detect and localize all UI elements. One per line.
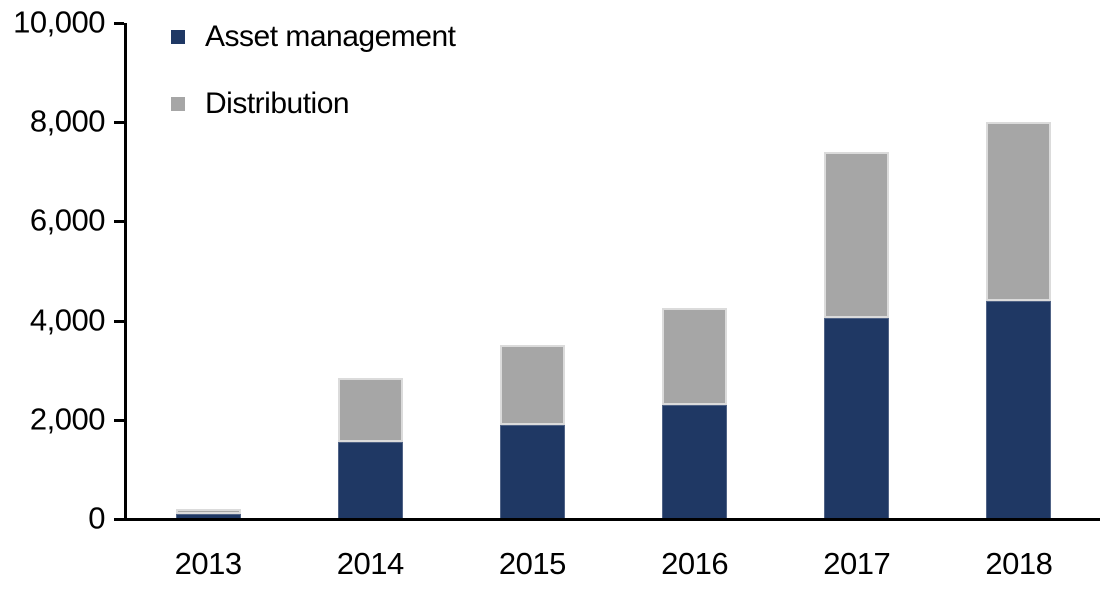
y-tick-label: 6,000 bbox=[29, 202, 106, 238]
y-axis-tick bbox=[114, 319, 124, 323]
bar-2016 bbox=[662, 308, 728, 519]
bar-2018 bbox=[986, 122, 1052, 519]
legend-swatch-icon bbox=[171, 97, 185, 111]
x-tick-label: 2013 bbox=[174, 546, 242, 581]
bar-segment-asset-management bbox=[175, 514, 241, 519]
legend-label: Asset management bbox=[205, 20, 456, 53]
y-tick-label: 2,000 bbox=[29, 401, 106, 437]
chart-legend: Asset management Distribution bbox=[171, 20, 456, 154]
bar-segment-asset-management bbox=[337, 442, 403, 519]
y-axis-line bbox=[124, 23, 127, 521]
y-axis-tick bbox=[114, 121, 124, 125]
x-tick-label: 2017 bbox=[823, 546, 891, 581]
bar-segment-distribution bbox=[175, 509, 241, 515]
legend-item-asset-management: Asset management bbox=[171, 20, 456, 54]
y-tick-label: 8,000 bbox=[29, 103, 106, 139]
bar-segment-asset-management bbox=[499, 424, 565, 519]
bar-2014 bbox=[337, 377, 403, 519]
legend-label: Distribution bbox=[205, 87, 350, 120]
x-tick-label: 2016 bbox=[661, 546, 729, 581]
y-axis-tick bbox=[114, 220, 124, 224]
legend-swatch-icon bbox=[171, 30, 185, 44]
x-axis-line bbox=[114, 518, 1100, 521]
y-axis-tick bbox=[114, 22, 124, 25]
bar-segment-distribution bbox=[662, 308, 728, 405]
bar-2017 bbox=[824, 151, 890, 519]
y-tick-label: 0 bbox=[88, 500, 105, 536]
legend-item-distribution: Distribution bbox=[171, 87, 455, 121]
y-axis-tick bbox=[114, 418, 124, 422]
x-tick-label: 2014 bbox=[336, 546, 404, 581]
y-tick-label: 4,000 bbox=[29, 301, 106, 337]
bar-segment-asset-management bbox=[662, 404, 728, 519]
bar-segment-distribution bbox=[499, 345, 565, 425]
bar-2015 bbox=[499, 345, 565, 519]
bar-segment-distribution bbox=[337, 377, 403, 443]
bar-segment-distribution bbox=[824, 151, 890, 319]
bar-2013 bbox=[175, 509, 241, 519]
bar-segment-asset-management bbox=[986, 300, 1052, 519]
x-tick-label: 2018 bbox=[985, 546, 1053, 581]
bar-segment-asset-management bbox=[824, 318, 890, 519]
x-tick-label: 2015 bbox=[498, 546, 566, 581]
bar-segment-distribution bbox=[986, 122, 1052, 301]
y-tick-label: 10,000 bbox=[13, 4, 105, 40]
